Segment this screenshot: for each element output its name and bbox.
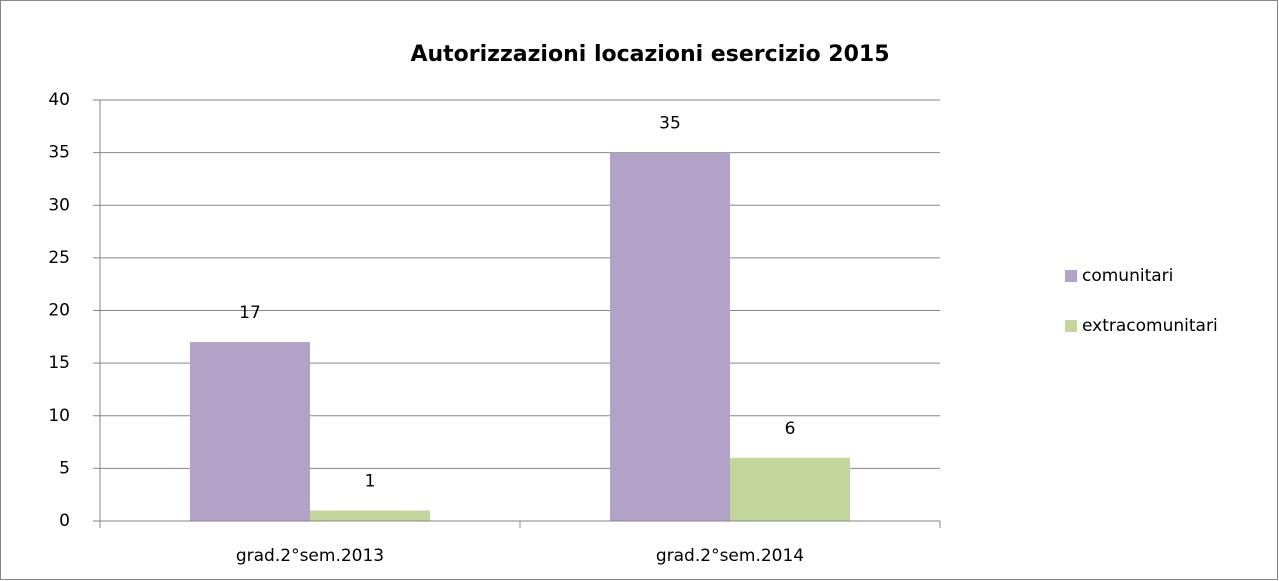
- legend-swatch: [1065, 270, 1077, 282]
- legend-swatch: [1065, 320, 1077, 332]
- legend-label: extracomunitari: [1082, 316, 1218, 336]
- bar: [610, 152, 730, 521]
- x-tick-label: grad.2°sem.2014: [656, 546, 804, 566]
- y-tick-label: 5: [59, 458, 70, 478]
- data-label: 17: [239, 303, 261, 323]
- y-tick-label: 25: [48, 248, 70, 268]
- y-tick-label: 35: [48, 143, 70, 163]
- y-tick-label: 40: [48, 90, 70, 110]
- bar: [730, 457, 850, 521]
- data-label: 6: [785, 419, 796, 439]
- bar: [310, 510, 430, 521]
- chart-title: Autorizzazioni locazioni esercizio 2015: [410, 42, 889, 67]
- y-tick-label: 15: [48, 353, 70, 373]
- data-label: 35: [659, 114, 681, 134]
- x-tick-label: grad.2°sem.2013: [236, 546, 384, 566]
- bar: [190, 342, 310, 521]
- y-tick-label: 0: [59, 511, 70, 531]
- y-tick-label: 20: [48, 301, 70, 321]
- y-tick-label: 10: [48, 406, 70, 426]
- data-label: 1: [365, 471, 376, 491]
- legend-label: comunitari: [1082, 266, 1173, 286]
- y-tick-label: 30: [48, 195, 70, 215]
